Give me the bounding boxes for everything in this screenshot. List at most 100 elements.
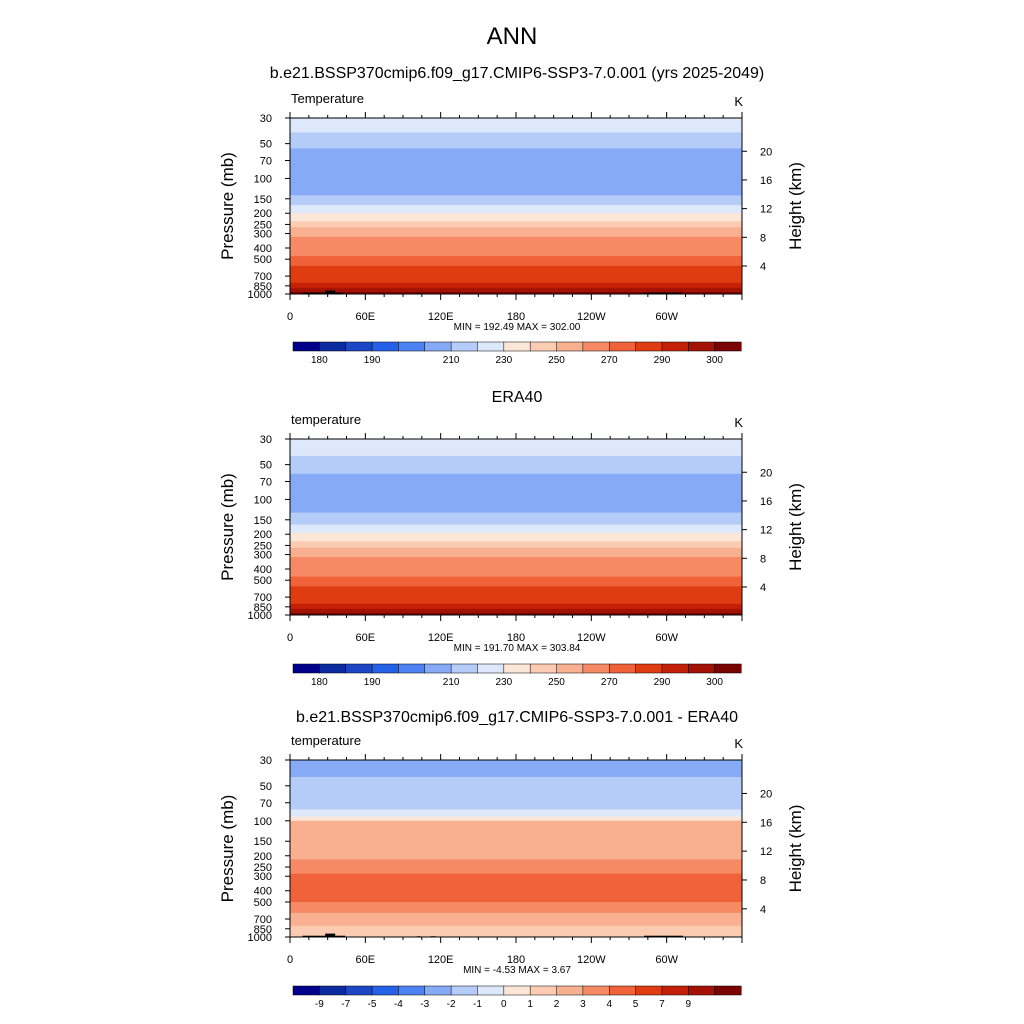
height-tick-label: 8	[760, 875, 766, 887]
panel-title: b.e21.BSSP370cmip6.f09_g17.CMIP6-SSP3-7.…	[270, 65, 765, 82]
field-layer	[290, 524, 742, 534]
field-layer	[290, 557, 742, 568]
height-tick-label: 20	[760, 467, 772, 479]
x-tick-label: 120W	[577, 311, 606, 323]
height-tick-label: 8	[760, 232, 766, 244]
colorbar-label: 230	[495, 677, 512, 688]
y-tick-label: 50	[260, 781, 272, 793]
colorbar-swatch	[582, 341, 610, 352]
colorbar-label: -3	[420, 999, 429, 1010]
colorbar-label: 1	[527, 999, 533, 1010]
field-layer	[290, 275, 742, 284]
colorbar-swatch	[608, 341, 637, 352]
field-layer	[290, 291, 742, 295]
y-tick-label: 1000	[248, 610, 272, 622]
field-layer	[290, 256, 742, 267]
y-tick-label: 500	[254, 897, 272, 909]
y-tick-label: 700	[254, 592, 272, 604]
x-tick-label: 120W	[577, 632, 606, 644]
field-layer	[290, 541, 742, 549]
colorbar-swatch	[714, 341, 742, 352]
x-tick-label: 0	[287, 311, 293, 323]
x-tick-label: 60W	[655, 632, 678, 644]
field-layer	[290, 439, 742, 457]
field-layer	[290, 902, 742, 914]
field-layer	[290, 246, 742, 257]
y-tick-label: 30	[260, 434, 272, 446]
y-tick-label: 1000	[248, 932, 272, 944]
field-label: temperature	[291, 412, 361, 427]
terrain-mask	[644, 935, 683, 937]
y-tick-label: 500	[254, 575, 272, 587]
min-max-stats: MIN = -4.53 MAX = 3.67	[463, 965, 571, 976]
terrain-mask	[644, 292, 682, 294]
height-tick-label: 4	[760, 904, 766, 916]
x-tick-label: 60E	[356, 311, 376, 323]
field-layer	[290, 776, 742, 810]
y-tick-label: 70	[260, 156, 272, 168]
terrain-mask	[325, 290, 336, 294]
y-axis-label-right: Height (km)	[786, 805, 805, 893]
field-layer	[290, 596, 742, 605]
y-tick-label: 500	[254, 254, 272, 266]
height-tick-label: 20	[760, 146, 772, 158]
y-tick-label: 250	[254, 540, 272, 552]
colorbar-swatch	[714, 663, 742, 674]
field-layer	[290, 547, 742, 558]
x-tick-label: 60E	[356, 954, 376, 966]
y-tick-label: 400	[254, 564, 272, 576]
colorbar-label: -5	[368, 999, 377, 1010]
y-tick-label: 70	[260, 477, 272, 489]
height-tick-label: 16	[760, 496, 772, 508]
colorbar-swatch	[292, 985, 320, 996]
colorbar-label: -2	[447, 999, 456, 1010]
field-layer	[290, 873, 742, 903]
x-tick-label: 60E	[356, 632, 376, 644]
min-max-stats: MIN = 191.70 MAX = 303.84	[454, 643, 581, 654]
y-axis-label: Pressure (mb)	[218, 795, 237, 903]
field-layer	[290, 576, 742, 587]
colorbar: -9 -7 -5 -4 -3 -2 -1 0 1 2 3 4 5 7 9	[292, 985, 742, 1010]
y-tick-label: 250	[254, 219, 272, 231]
field-layer	[290, 288, 742, 293]
height-tick-label: 12	[760, 525, 772, 537]
colorbar-swatch	[661, 985, 689, 996]
y-tick-label: 30	[260, 755, 272, 767]
colorbar-swatch	[424, 985, 452, 996]
colorbar-label: 2	[554, 999, 560, 1010]
colorbar-label: 300	[706, 677, 723, 688]
field-layer	[290, 236, 742, 248]
colorbar-swatch	[503, 663, 531, 674]
field-layer	[290, 816, 742, 822]
colorbar-swatch	[319, 663, 347, 674]
y-tick-label: 100	[254, 173, 272, 185]
y-tick-label: 300	[254, 229, 272, 241]
y-tick-label: 400	[254, 243, 272, 255]
field-label: temperature	[291, 733, 361, 748]
field-layer	[290, 205, 742, 214]
y-tick-label: 150	[254, 194, 272, 206]
height-tick-label: 16	[760, 817, 772, 829]
colorbar-swatch	[371, 985, 399, 996]
height-tick-label: 4	[760, 261, 766, 273]
terrain-mask	[302, 292, 343, 294]
figure-title: ANN	[487, 23, 538, 50]
colorbar-swatch	[635, 985, 663, 996]
colorbar: 180 190 210 230 250 270 290 300	[292, 663, 742, 688]
y-tick-label: 1000	[248, 289, 272, 301]
colorbar-swatch	[688, 985, 716, 996]
colorbar-swatch	[608, 985, 637, 996]
colorbar-swatch	[582, 985, 610, 996]
colorbar-swatch	[345, 985, 373, 996]
colorbar-label: 270	[601, 355, 618, 366]
y-tick-label: 100	[254, 494, 272, 506]
height-tick-label: 12	[760, 846, 772, 858]
colorbar-swatch	[608, 663, 637, 674]
y-tick-label: 850	[254, 924, 272, 936]
colorbar-swatch	[688, 663, 716, 674]
x-tick-label: 60W	[655, 311, 678, 323]
field-layer	[290, 213, 742, 222]
colorbar-swatch	[503, 985, 531, 996]
field-layer	[290, 760, 742, 778]
